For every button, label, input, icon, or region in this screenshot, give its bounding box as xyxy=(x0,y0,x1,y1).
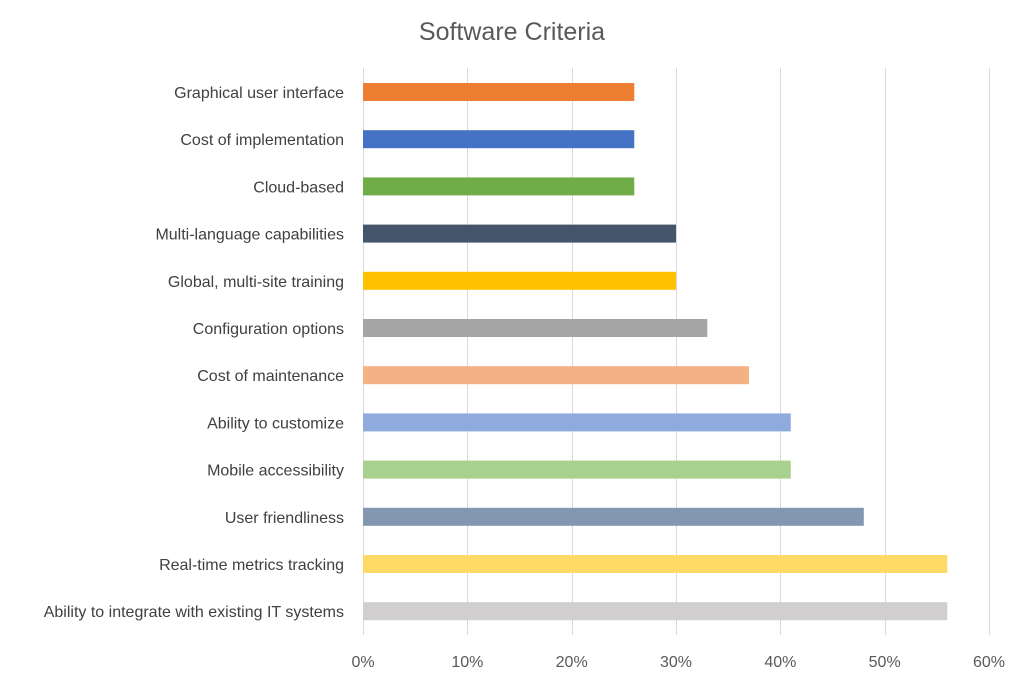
chart-title: Software Criteria xyxy=(419,18,605,46)
bar xyxy=(363,602,948,621)
bar xyxy=(363,366,750,385)
category-label: Real-time metrics tracking xyxy=(159,557,344,574)
x-tick-label: 30% xyxy=(660,654,692,671)
category-label: User friendliness xyxy=(225,510,344,527)
category-label: Cost of implementation xyxy=(180,132,344,149)
gridlines xyxy=(363,68,990,635)
category-label: Ability to customize xyxy=(207,415,344,432)
x-tick-label: 40% xyxy=(764,654,796,671)
category-label: Graphical user interface xyxy=(174,85,344,102)
bar xyxy=(363,271,676,290)
bar xyxy=(363,177,635,196)
x-tick-label: 60% xyxy=(973,654,1005,671)
bar xyxy=(363,555,948,573)
category-label: Cost of maintenance xyxy=(197,368,344,385)
category-label: Multi-language capabilities xyxy=(155,227,344,244)
category-label: Mobile accessibility xyxy=(207,463,344,480)
bar xyxy=(363,460,791,479)
bars xyxy=(363,83,948,621)
bar xyxy=(363,413,791,432)
x-tick-label: 0% xyxy=(351,654,374,671)
category-label: Configuration options xyxy=(193,321,344,338)
x-tick-label: 20% xyxy=(556,654,588,671)
category-label: Cloud-based xyxy=(253,179,344,196)
x-tick-label: 50% xyxy=(869,654,901,671)
bar xyxy=(363,224,676,243)
x-axis-tick-labels: 0% 10% 20% 30% 40% 50% 60% xyxy=(351,654,1005,671)
bar xyxy=(363,83,635,101)
category-label: Ability to integrate with existing IT sy… xyxy=(44,604,344,621)
bar xyxy=(363,507,864,526)
bar xyxy=(363,319,708,337)
category-label: Global, multi-site training xyxy=(168,274,344,291)
category-labels: Graphical user interface Cost of implemen… xyxy=(44,85,344,621)
x-tick-label: 10% xyxy=(451,654,483,671)
bar xyxy=(363,130,635,149)
